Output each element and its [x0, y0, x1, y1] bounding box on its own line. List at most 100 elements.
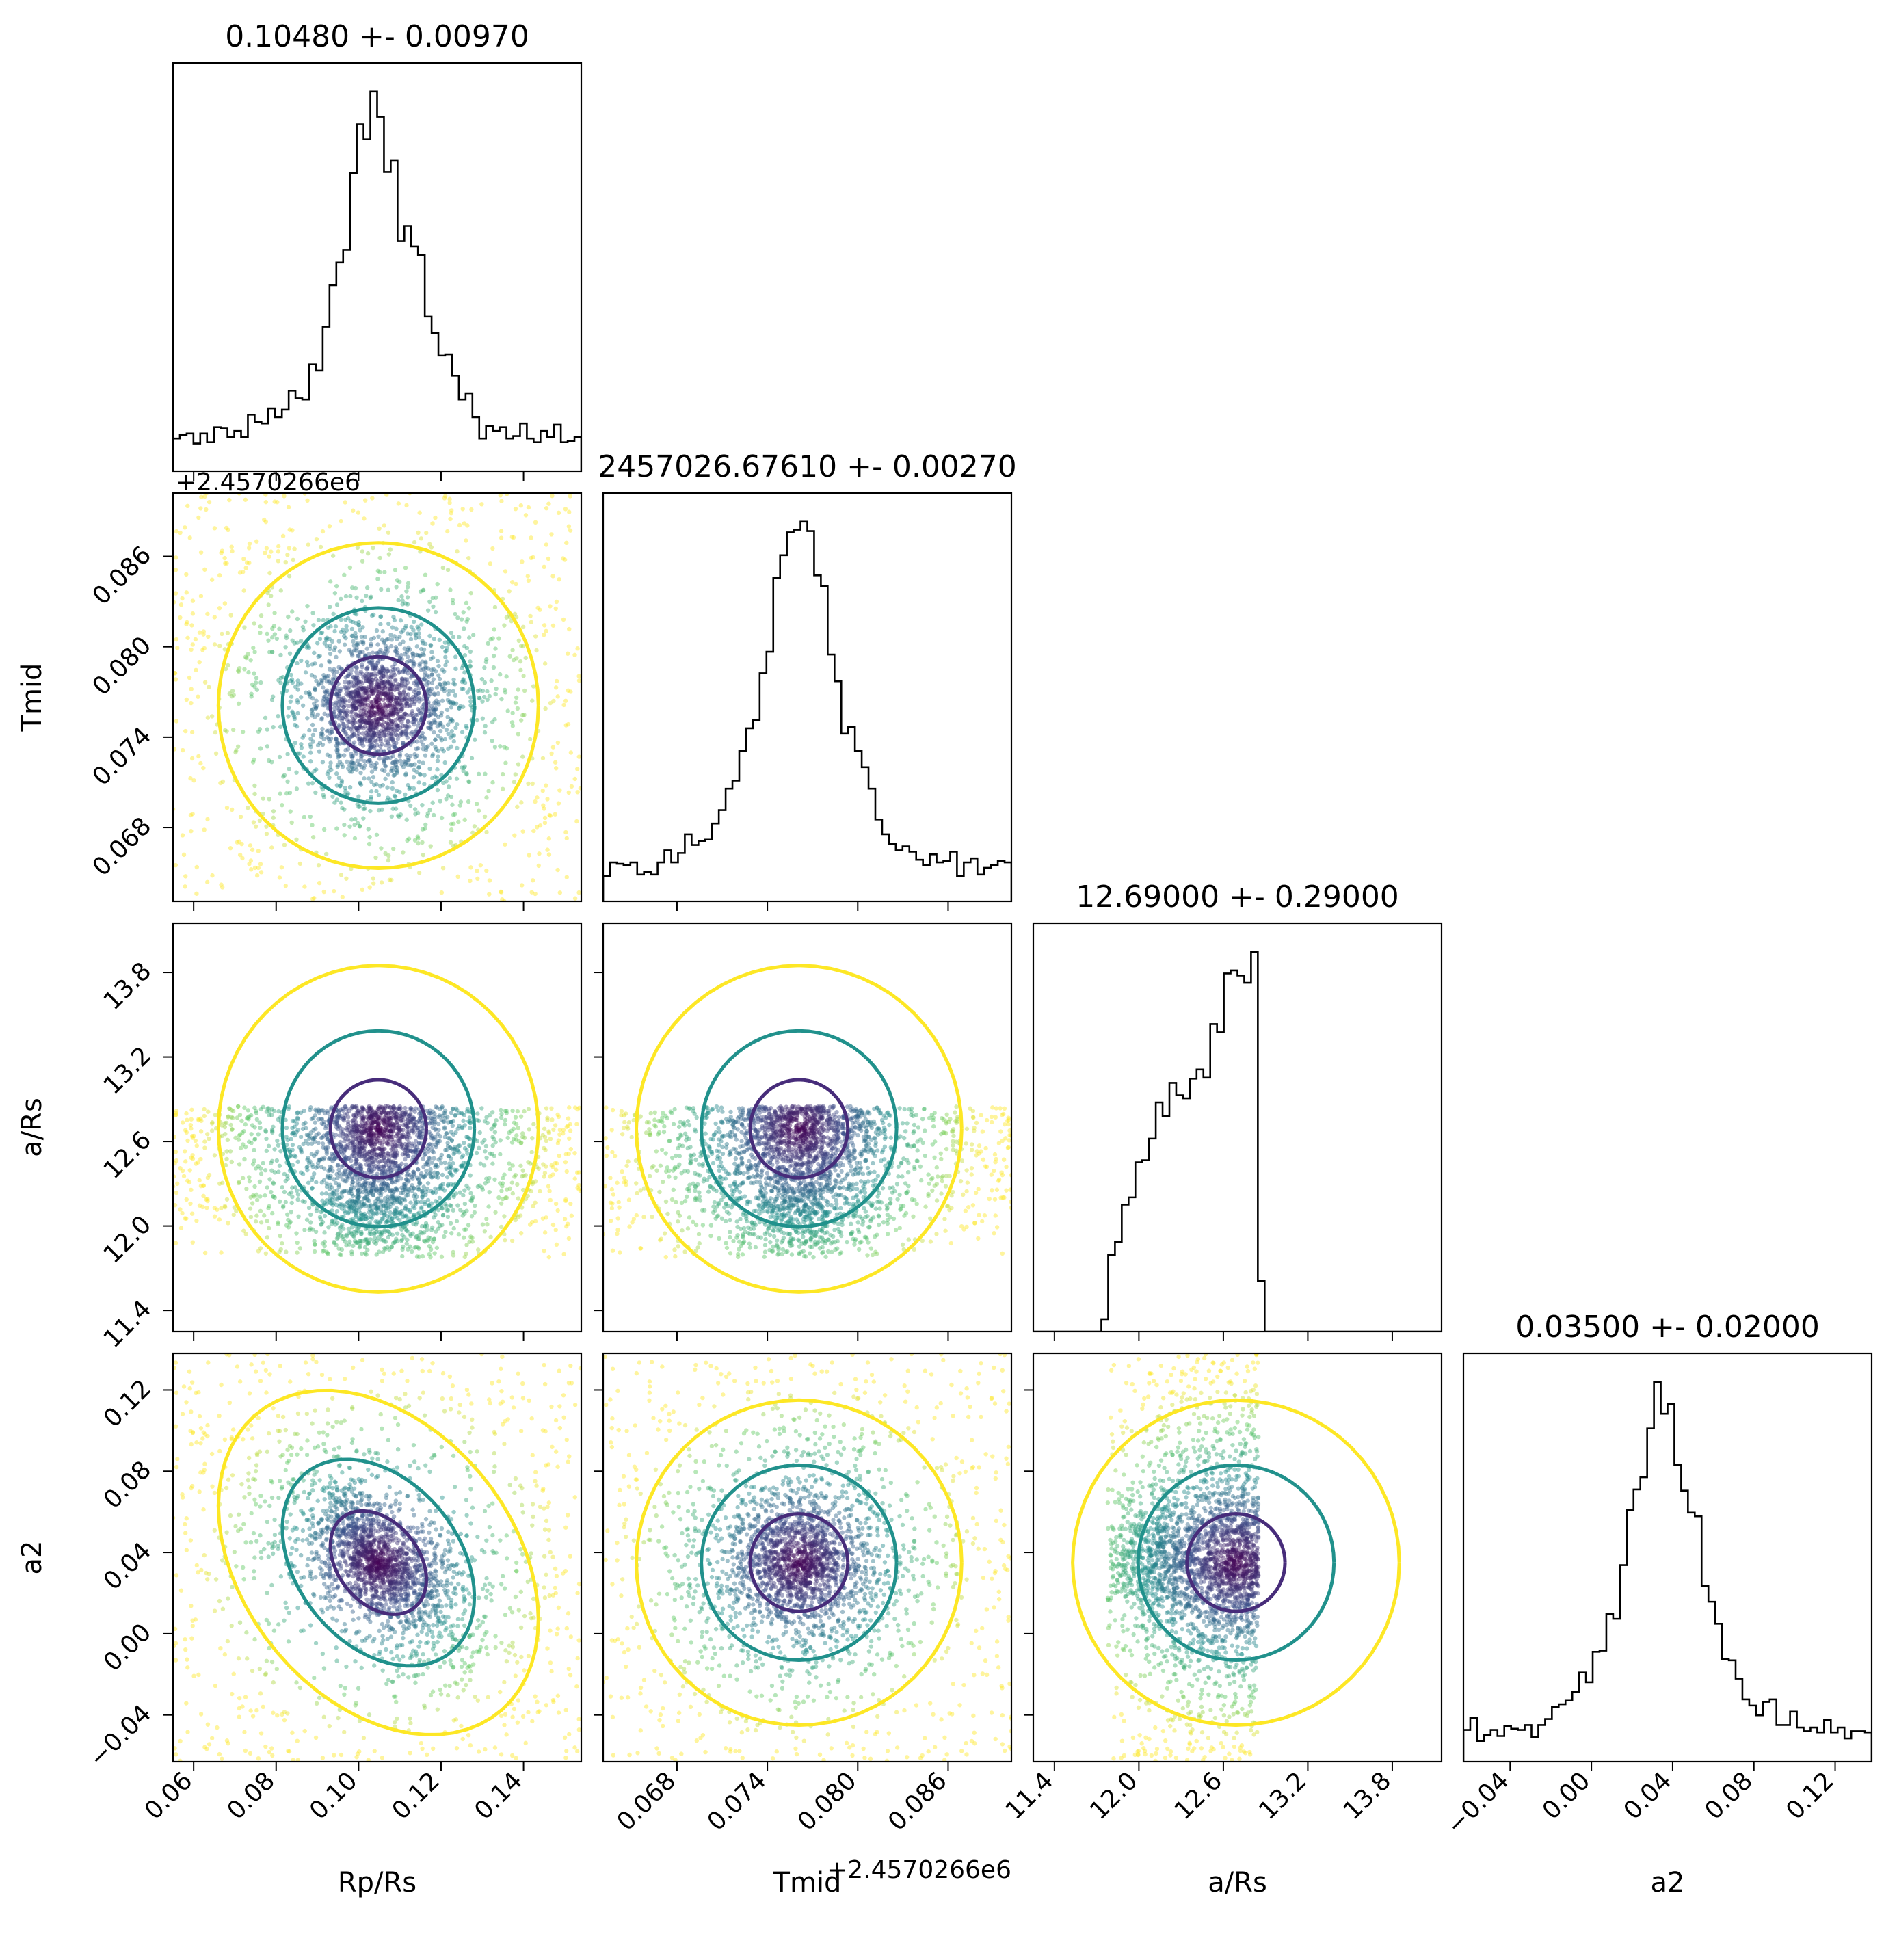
sample-point: [433, 515, 438, 520]
sample-point: [377, 721, 382, 727]
sample-point: [411, 716, 416, 721]
sample-point: [281, 1204, 286, 1208]
sample-point: [346, 680, 351, 685]
sample-point: [270, 1130, 275, 1135]
sample-point: [269, 635, 275, 640]
sample-point: [430, 1239, 436, 1245]
sample-point: [397, 1141, 403, 1146]
sample-point: [388, 1115, 393, 1121]
sample-point: [371, 1121, 375, 1126]
sample-point: [319, 716, 324, 721]
sample-point: [350, 1104, 355, 1109]
sample-point: [347, 769, 353, 774]
sample-point: [374, 1156, 379, 1161]
sample-point: [423, 1162, 428, 1167]
sample-point: [513, 700, 518, 705]
sample-point: [228, 1149, 233, 1154]
sample-point: [549, 532, 554, 537]
sample-point: [364, 720, 369, 725]
sample-point: [446, 692, 451, 697]
sample-point: [280, 1205, 286, 1210]
sample-point: [189, 730, 195, 734]
sample-point: [191, 778, 196, 783]
sample-point: [368, 722, 373, 728]
sample-point: [417, 661, 422, 666]
sample-point: [356, 1188, 360, 1193]
sample-point: [326, 1145, 330, 1150]
sample-point: [312, 769, 317, 773]
sample-point: [445, 1208, 449, 1213]
sample-point: [403, 728, 408, 734]
sample-point: [394, 728, 399, 733]
sample-point: [423, 641, 428, 647]
sample-point: [417, 771, 423, 777]
sample-point: [250, 1201, 255, 1206]
sample-point: [429, 721, 434, 726]
sample-point: [384, 732, 389, 738]
sample-point: [404, 1152, 410, 1156]
sample-point: [431, 604, 436, 609]
sample-point: [321, 889, 326, 895]
sample-point: [413, 687, 418, 693]
sample-point: [374, 722, 379, 728]
sample-point: [271, 815, 276, 820]
sample-point: [196, 754, 201, 759]
sample-point: [499, 499, 504, 503]
sample-point: [184, 1197, 189, 1202]
sample-point: [356, 698, 361, 704]
sample-point: [433, 1213, 438, 1217]
sample-point: [518, 644, 524, 648]
sample-point: [240, 1130, 245, 1135]
sample-point: [410, 697, 415, 702]
sample-point: [355, 691, 360, 696]
sample-point: [447, 700, 452, 705]
sample-point: [393, 1179, 398, 1184]
sample-point: [457, 803, 462, 808]
sample-point: [485, 689, 490, 694]
sample-point: [433, 701, 438, 706]
sample-point: [352, 676, 358, 681]
sample-point: [498, 1152, 503, 1157]
sample-point: [242, 625, 247, 630]
sample-point: [351, 707, 356, 712]
sample-point: [197, 630, 202, 635]
sample-point: [360, 1202, 366, 1207]
sample-point: [546, 1129, 551, 1134]
sample-point: [343, 711, 347, 716]
sample-point: [241, 570, 246, 574]
sample-point: [319, 630, 325, 635]
sample-point: [541, 803, 546, 808]
sample-point: [377, 756, 382, 761]
sample-point: [430, 521, 435, 526]
sample-point: [373, 733, 377, 738]
sample-point: [415, 1167, 421, 1172]
sample-point: [308, 737, 313, 741]
sample-point: [490, 1161, 495, 1166]
sample-point: [382, 668, 387, 673]
sample-point: [526, 781, 531, 786]
sample-point: [194, 1143, 200, 1148]
sample-point: [410, 1154, 416, 1160]
sample-point: [464, 771, 469, 776]
sample-point: [386, 697, 391, 702]
sample-point: [448, 699, 453, 704]
sample-point: [367, 721, 373, 726]
sample-point: [390, 1219, 395, 1224]
sample-point: [412, 689, 416, 694]
sample-point: [336, 1167, 341, 1172]
sample-point: [403, 732, 409, 737]
sample-point: [575, 646, 580, 651]
sample-point: [340, 895, 345, 899]
sample-point: [445, 1144, 451, 1149]
sample-point: [350, 729, 355, 734]
sample-point: [360, 753, 365, 758]
sample-point: [501, 771, 505, 777]
sample-point: [444, 1166, 449, 1171]
sample-point: [326, 696, 330, 702]
sample-point: [375, 682, 380, 687]
sample-point: [334, 743, 339, 748]
sample-point: [393, 705, 398, 710]
sample-point: [368, 1120, 373, 1125]
sample-point: [326, 1168, 331, 1174]
sample-point: [422, 673, 427, 678]
